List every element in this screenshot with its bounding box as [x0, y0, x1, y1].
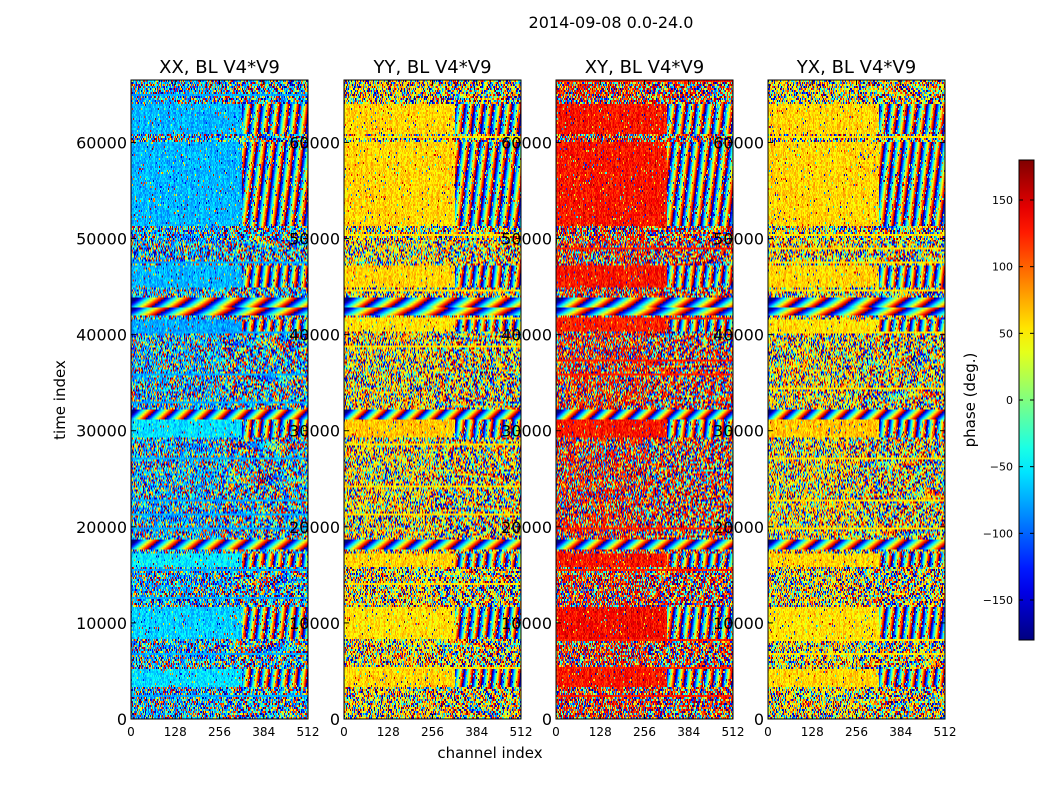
y-tick-label: 40000: [501, 326, 552, 345]
y-tick-label: 40000: [289, 326, 340, 345]
y-tick-label: 10000: [501, 614, 552, 633]
heatmap-panels: XX, BL V4*V9 0 128 256 384 512 0 10000 20000 3000…: [76, 57, 956, 739]
panel-3: XY, BL V4*V9 0 128 256 384 512 0 10000 20000 3000…: [501, 57, 744, 739]
panel-2: YY, BL V4*V9 0 128 256 384 512 0 10000 20000 3000…: [289, 57, 532, 739]
x-tick-label: 128: [589, 725, 612, 739]
y-tick-label: 20000: [76, 518, 127, 537]
colorbar-tick-label: −150: [983, 594, 1013, 607]
panel-1: XX, BL V4*V9 0 128 256 384 512 0 10000 20000 3000…: [76, 57, 319, 739]
y-tick-label: 60000: [501, 133, 552, 152]
y-tick-label: 0: [754, 710, 764, 729]
x-tick-label: 256: [633, 725, 656, 739]
x-tick-label: 0: [552, 725, 560, 739]
x-tick-label: 128: [801, 725, 824, 739]
y-tick-label: 0: [117, 710, 127, 729]
y-tick-label: 10000: [76, 614, 127, 633]
colorbar-tick-label: −100: [983, 527, 1013, 540]
colorbar: 150 100 50 0 −50 −100 −150 phase (deg.): [961, 159, 1035, 641]
x-tick-label: 256: [208, 725, 231, 739]
x-tick-label: 0: [764, 725, 772, 739]
x-tick-label: 128: [377, 725, 400, 739]
y-tick-label: 30000: [713, 422, 764, 441]
y-tick-label: 30000: [501, 422, 552, 441]
y-tick-label: 50000: [501, 230, 552, 249]
colorbar-tick-label: −50: [990, 461, 1013, 474]
heatmap-image-3: [556, 80, 733, 719]
y-tick-label: 50000: [289, 230, 340, 249]
panel-title: XY, BL V4*V9: [585, 57, 704, 78]
x-tick-label: 128: [164, 725, 187, 739]
y-tick-label: 20000: [713, 518, 764, 537]
panel-title: XX, BL V4*V9: [159, 57, 280, 78]
y-tick-label: 60000: [76, 133, 127, 152]
x-tick-label: 512: [934, 725, 957, 739]
y-tick-label: 20000: [501, 518, 552, 537]
heatmap-image-2: [344, 80, 521, 719]
y-tick-label: 30000: [289, 422, 340, 441]
x-tick-label: 512: [297, 725, 320, 739]
y-tick-label: 50000: [713, 230, 764, 249]
x-tick-label: 256: [845, 725, 868, 739]
colorbar-tick-label: 100: [992, 261, 1013, 274]
heatmap-image-1: [131, 80, 308, 719]
x-tick-label: 384: [252, 725, 275, 739]
panel-title: YX, BL V4*V9: [796, 57, 916, 78]
y-tick-label: 60000: [713, 133, 764, 152]
x-tick-label: 0: [340, 725, 348, 739]
heatmap-image-4: [768, 80, 945, 719]
x-axis-label: channel index: [437, 744, 542, 762]
panel-title: YY, BL V4*V9: [372, 57, 491, 78]
x-tick-label: 384: [889, 725, 912, 739]
y-tick-label: 0: [330, 710, 340, 729]
x-tick-label: 512: [722, 725, 745, 739]
x-tick-label: 384: [465, 725, 488, 739]
y-tick-label: 40000: [76, 326, 127, 345]
x-tick-label: 512: [510, 725, 533, 739]
x-tick-label: 384: [677, 725, 700, 739]
figure-title: 2014-09-08 0.0-24.0: [529, 13, 694, 32]
colorbar-label: phase (deg.): [961, 353, 979, 448]
colorbar-tick-label: 50: [999, 327, 1013, 340]
panel-4: YX, BL V4*V9 0 128 256 384 512 0 10000 20000 3000…: [713, 57, 956, 739]
y-axis-label: time index: [51, 360, 69, 440]
y-tick-label: 50000: [76, 230, 127, 249]
y-tick-label: 10000: [713, 614, 764, 633]
y-tick-label: 0: [542, 710, 552, 729]
y-tick-label: 60000: [289, 133, 340, 152]
x-tick-label: 0: [127, 725, 135, 739]
x-tick-label: 256: [421, 725, 444, 739]
y-tick-label: 30000: [76, 422, 127, 441]
y-tick-label: 10000: [289, 614, 340, 633]
colorbar-tick-label: 0: [1006, 394, 1013, 407]
y-tick-label: 40000: [713, 326, 764, 345]
colorbar-tick-label: 150: [992, 194, 1013, 207]
y-tick-label: 20000: [289, 518, 340, 537]
